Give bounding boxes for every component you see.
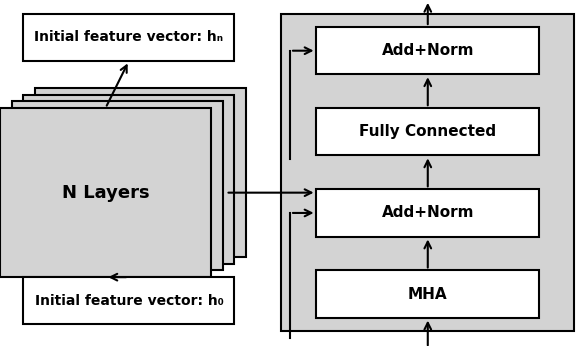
FancyBboxPatch shape	[316, 27, 539, 74]
Text: Add+Norm: Add+Norm	[381, 43, 474, 58]
FancyBboxPatch shape	[35, 88, 246, 257]
FancyBboxPatch shape	[23, 13, 234, 61]
Text: Initial feature vector: hₙ: Initial feature vector: hₙ	[35, 30, 223, 44]
Text: N Layers: N Layers	[62, 184, 149, 202]
Text: Fully Connected: Fully Connected	[359, 124, 496, 139]
FancyBboxPatch shape	[316, 189, 539, 237]
Text: Add+Norm: Add+Norm	[381, 206, 474, 220]
FancyBboxPatch shape	[0, 108, 211, 277]
FancyBboxPatch shape	[316, 271, 539, 318]
FancyBboxPatch shape	[23, 277, 234, 325]
Text: MHA: MHA	[408, 286, 448, 302]
FancyBboxPatch shape	[281, 13, 574, 331]
Text: Initial feature vector: h₀: Initial feature vector: h₀	[35, 294, 223, 308]
FancyBboxPatch shape	[12, 101, 223, 271]
FancyBboxPatch shape	[23, 95, 234, 264]
FancyBboxPatch shape	[316, 108, 539, 155]
